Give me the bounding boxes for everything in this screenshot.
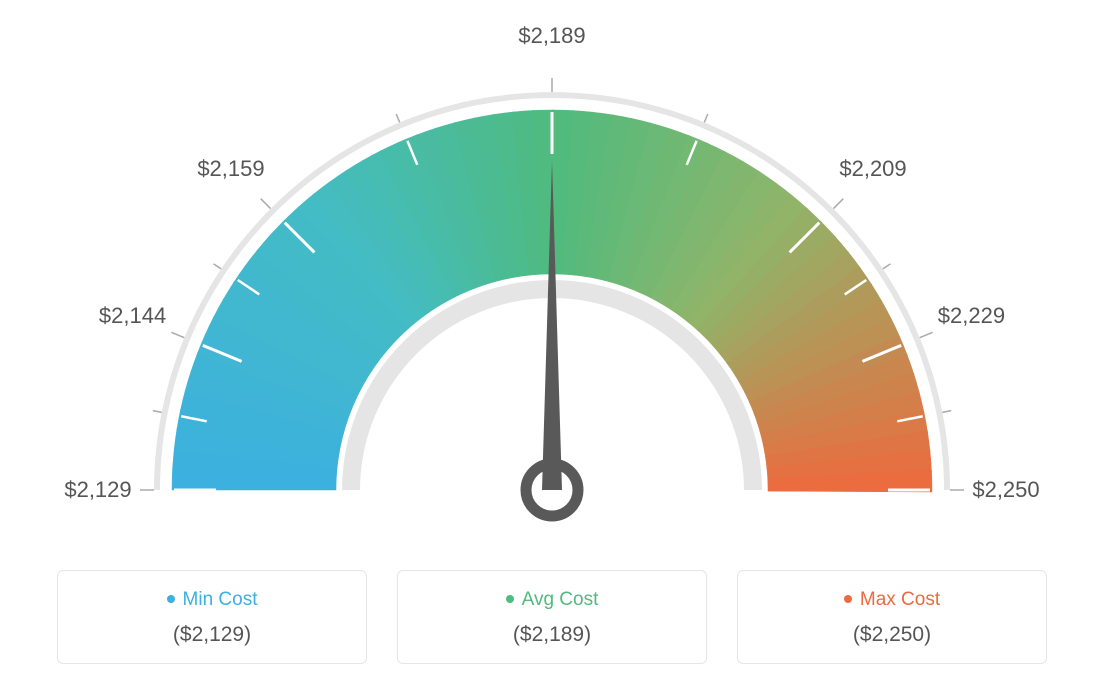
legend-card-max: Max Cost ($2,250) [737,570,1047,664]
legend-title-avg: Avg Cost [408,589,696,611]
gauge-tick-label: $2,250 [972,477,1039,503]
gauge-tick-label: $2,209 [839,156,906,182]
legend-row: Min Cost ($2,129) Avg Cost ($2,189) Max … [20,570,1084,664]
legend-value-max: ($2,250) [748,623,1036,647]
legend-value-avg: ($2,189) [408,623,696,647]
legend-title-min: Min Cost [68,589,356,611]
gauge-tick-label: $2,229 [938,303,1005,329]
legend-title-max: Max Cost [748,589,1036,611]
legend-title-min-text: Min Cost [183,589,258,610]
gauge-chart: $2,129 $2,144 $2,159 $2,189 $2,209 $2,229 $2,2… [20,20,1084,540]
legend-title-avg-text: Avg Cost [522,589,599,610]
gauge-tick-label: $2,144 [99,303,166,329]
legend-title-max-text: Max Cost [860,589,940,610]
legend-value-min: ($2,129) [68,623,356,647]
gauge-tick-label: $2,159 [197,156,264,182]
legend-card-min: Min Cost ($2,129) [57,570,367,664]
legend-card-avg: Avg Cost ($2,189) [397,570,707,664]
legend-dot-min [167,595,175,603]
legend-dot-max [844,595,852,603]
gauge-tick-label: $2,129 [64,477,131,503]
gauge-svg [20,20,1084,540]
legend-dot-avg [506,595,514,603]
gauge-tick-label: $2,189 [518,23,585,49]
